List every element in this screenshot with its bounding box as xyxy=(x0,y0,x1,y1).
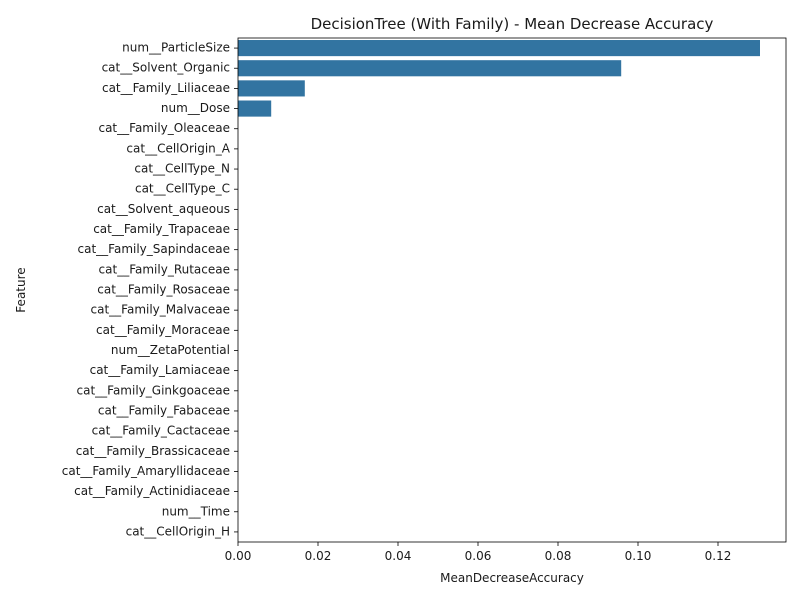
y-tick-label: cat__Family_Fabaceae xyxy=(98,403,230,417)
x-tick-label: 0.02 xyxy=(305,549,332,563)
y-tick-label: cat__CellType_C xyxy=(135,182,230,196)
y-tick-label: cat__Family_Sapindaceae xyxy=(78,242,230,256)
y-tick-label: cat__Family_Moraceae xyxy=(96,323,230,337)
y-tick-label: cat__Family_Actinidiaceae xyxy=(74,484,230,498)
bar-num__Dose xyxy=(238,100,272,117)
bars-group xyxy=(238,40,760,117)
y-tick-label: num__Dose xyxy=(161,101,230,115)
plot-frame xyxy=(237,37,787,543)
y-tick-label: cat__Family_Brassicaceae xyxy=(76,444,230,458)
y-tick-label: cat__Family_Malvaceae xyxy=(91,303,230,317)
y-tick-label: cat__Family_Lamiaceae xyxy=(90,363,230,377)
chart-title: DecisionTree (With Family) - Mean Decrea… xyxy=(311,15,714,33)
y-tick-label: cat__Solvent_Organic xyxy=(102,61,230,75)
y-tick-label: cat__Family_Oleaceae xyxy=(98,121,230,135)
x-tick-label: 0.10 xyxy=(625,549,652,563)
y-tick-label: cat__Solvent_aqueous xyxy=(97,202,230,216)
y-tick-label: cat__CellType_N xyxy=(134,162,230,176)
y-tick-label: cat__Family_Ginkgoaceae xyxy=(77,383,231,397)
x-tick-label: 0.04 xyxy=(385,549,412,563)
x-tick-label: 0.06 xyxy=(465,549,492,563)
y-tick-label: cat__CellOrigin_A xyxy=(126,141,230,155)
y-tick-labels: num__ParticleSize cat__Solvent_Organiccat… xyxy=(62,41,238,538)
y-tick-label: cat__Family_Cactaceae xyxy=(92,424,230,438)
y-tick-label: cat__Family_Rutaceae xyxy=(99,262,230,276)
y-axis-label: Feature xyxy=(14,267,28,312)
bar-cat__Solvent_Organic xyxy=(238,60,622,77)
x-tick-label: 0.00 xyxy=(225,549,252,563)
x-axis-label: MeanDecreaseAccuracy xyxy=(440,571,584,585)
x-tick-label: 0.08 xyxy=(545,549,572,563)
y-tick-label: cat__Family_Trapaceae xyxy=(93,222,230,236)
y-tick-label: cat__Family_Amaryllidaceae xyxy=(62,464,230,478)
y-tick-label: num__ParticleSize xyxy=(122,41,230,55)
y-tick-label: num__ZetaPotential xyxy=(111,343,230,357)
bar-num__ParticleSize xyxy=(238,40,760,57)
x-tick-label: 0.12 xyxy=(705,549,732,563)
y-tick-label: num__Time xyxy=(162,504,230,518)
y-tick-label: cat__CellOrigin_H xyxy=(126,524,230,538)
y-tick-label: cat__Family_Liliaceae xyxy=(102,81,230,95)
bar-cat__Family_Liliaceae xyxy=(238,80,305,97)
y-tick-label: cat__Family_Rosaceae xyxy=(97,283,230,297)
x-tick-labels: 0.00 0.02 0.04 0.06 0.08 0.10 0.12 xyxy=(225,542,732,563)
